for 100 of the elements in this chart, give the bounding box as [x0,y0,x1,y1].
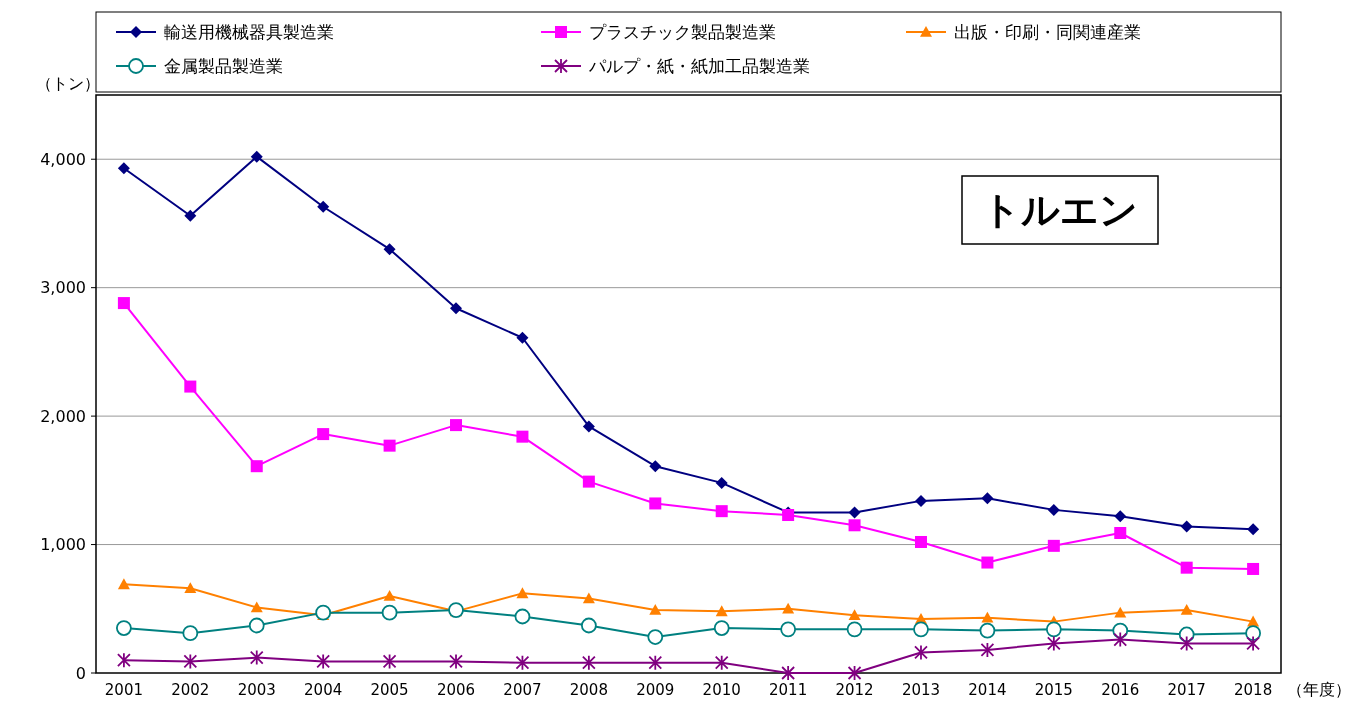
text: トルエン [982,188,1138,233]
point [715,476,728,489]
point [184,582,197,594]
point [184,380,197,393]
x-tick-label: 2009 [636,681,675,699]
point [846,621,863,638]
point [582,592,595,604]
point [515,654,530,671]
point [449,653,463,670]
point [580,617,597,634]
x-axis-title: （年度） [1287,680,1351,699]
point [1113,631,1128,648]
x-tick-label: 2016 [1101,681,1140,699]
point [649,604,662,615]
x-tick-label: 2008 [569,681,608,699]
y-axis-title: （トン） [36,74,100,93]
point [182,625,199,642]
point [1180,604,1193,615]
x-tick-label: 2012 [835,681,874,699]
point [183,653,198,670]
point [782,602,795,614]
point [1047,539,1060,552]
point [715,505,728,518]
point [649,497,662,510]
point [715,605,728,617]
point [981,492,994,505]
point [1245,625,1261,642]
point [516,331,529,344]
legend-label: パルプ・紙・紙加工品製造業 [588,55,810,76]
x-tick-label: 2007 [503,681,542,699]
y-tick-label: 2,000 [40,406,86,426]
x-tick-label: 2013 [901,681,941,699]
point [914,644,928,661]
point [713,620,730,636]
point [117,297,130,310]
point [980,641,995,658]
point [248,617,265,634]
point [780,621,797,638]
point [383,439,396,452]
point [516,430,529,443]
x-tick-label: 2014 [968,681,1007,699]
point [1114,606,1127,618]
x-tick-label: 2003 [237,681,276,699]
point [383,589,396,601]
legend-label: 金属製品製造業 [164,55,283,76]
x-tick-label: 2015 [1034,681,1073,699]
point [1247,562,1260,575]
point [581,654,596,671]
point [316,653,331,670]
y-tick-label: 4,000 [40,149,86,169]
point [979,622,996,639]
point [382,653,397,670]
point [1046,635,1061,652]
point [383,243,396,256]
point [1114,527,1127,539]
point [981,556,994,569]
point [1045,621,1062,638]
point [781,665,796,681]
point [1246,635,1260,652]
point [1180,561,1193,574]
x-tick-label: 2011 [769,681,808,699]
point [117,578,130,590]
point [117,652,131,669]
point [648,654,663,671]
x-tick-label: 2005 [370,681,409,699]
y-tick-label: 0 [75,663,86,683]
x-tick-label: 2006 [436,681,476,699]
legend-label: プラスチック製品製造業 [589,21,776,42]
point [1247,523,1260,536]
point [847,665,862,681]
point [1114,510,1127,523]
x-tick-label: 2017 [1167,681,1206,699]
point [582,475,595,488]
point [1179,635,1194,652]
point [250,150,263,163]
x-tick-label: 2018 [1234,681,1273,699]
point [450,302,463,315]
x-tick-label: 2004 [304,681,343,699]
y-tick-label: 1,000 [40,535,86,555]
point [647,629,664,645]
point [450,419,463,432]
point [250,601,263,613]
point [914,494,927,507]
point [913,621,929,638]
point [582,420,595,433]
x-tick-label: 2001 [104,681,143,699]
point [1180,520,1193,533]
point [914,535,927,548]
x-tick-label: 2002 [171,681,210,699]
point [981,611,994,623]
point [184,209,197,222]
point [116,620,132,636]
point [514,608,531,625]
point [317,428,330,441]
point [381,604,398,621]
point [117,162,130,175]
point [516,587,529,599]
legend-label: 出版・印刷・同関連産業 [954,21,1141,42]
point [317,200,330,213]
point [649,460,662,473]
